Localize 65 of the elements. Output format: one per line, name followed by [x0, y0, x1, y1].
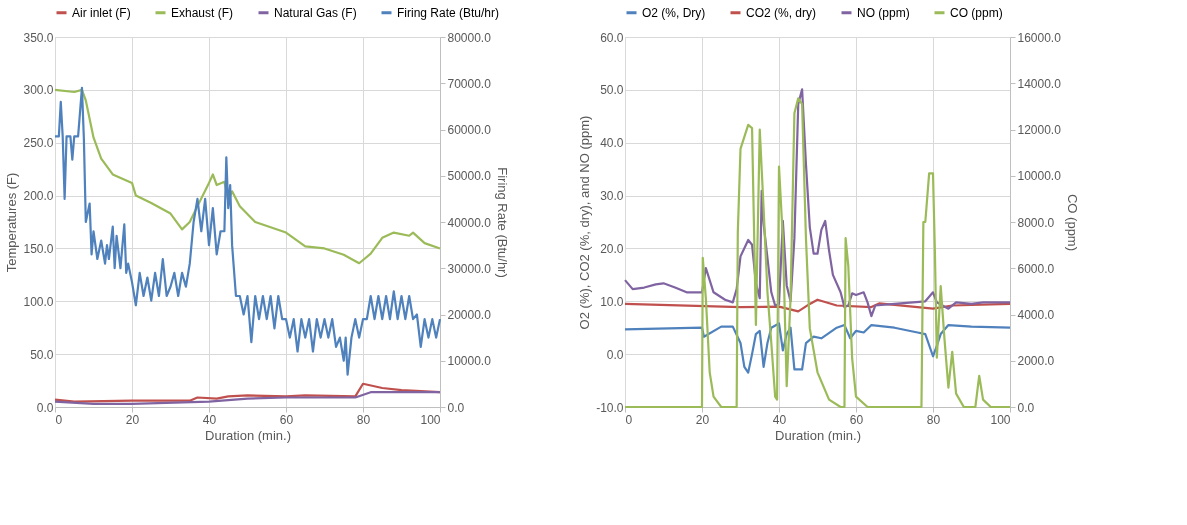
- x-tick-label: 40: [202, 412, 217, 427]
- legend-label: Natural Gas (F): [274, 5, 357, 20]
- y-tick-label: 0.0: [36, 400, 54, 415]
- y-tick-label: 10.0: [600, 294, 624, 309]
- x-axis-title: Duration (min.): [205, 427, 291, 443]
- legend-label: NO (ppm): [857, 5, 910, 20]
- x-tick-label: 40: [772, 412, 787, 427]
- y-tick-label: 0.0: [606, 347, 624, 362]
- legend-label: Air inlet (F): [72, 5, 131, 20]
- x-tick-label: 60: [279, 412, 294, 427]
- y-tick-label: 250.0: [23, 136, 54, 151]
- y2-tick-label: 10000.0: [447, 354, 492, 369]
- y2-tick-label: 30000.0: [447, 261, 492, 276]
- x-tick-label: 0: [55, 412, 63, 427]
- x-tick-label: 20: [125, 412, 140, 427]
- y-tick-label: 20.0: [600, 241, 624, 256]
- y-tick-label: -10.0: [596, 400, 624, 415]
- y-axis-title: O2 (%), CO2 (%, dry), and NO (ppm): [577, 115, 593, 330]
- y-tick-label: 350.0: [23, 30, 54, 45]
- y2-tick-label: 70000.0: [447, 76, 492, 91]
- x-tick-label: 80: [926, 412, 941, 427]
- y-tick-label: 40.0: [600, 136, 624, 151]
- x-tick-label: 0: [625, 412, 633, 427]
- y-tick-label: 60.0: [600, 30, 624, 45]
- y2-tick-label: 40000.0: [447, 215, 492, 230]
- y2-tick-label: 50000.0: [447, 169, 492, 184]
- y-tick-label: 150.0: [23, 241, 54, 256]
- y-tick-label: 30.0: [600, 189, 624, 204]
- y2-tick-label: 6000.0: [1017, 261, 1055, 276]
- legend-label: CO2 (%, dry): [746, 5, 817, 20]
- y2-axis-title: CO (ppm): [1064, 193, 1080, 252]
- line-series: [53, 88, 442, 265]
- x-tick-label: 100: [990, 412, 1011, 427]
- y2-tick-label: 60000.0: [447, 123, 492, 137]
- x-tick-label: 20: [695, 412, 710, 427]
- y2-tick-label: 0.0: [447, 400, 465, 415]
- line-series: [53, 86, 442, 376]
- y2-tick-label: 0.0: [1017, 400, 1035, 415]
- y-tick-label: 50.0: [30, 347, 54, 362]
- y2-tick-label: 8000.0: [1017, 215, 1055, 230]
- y-tick-label: 200.0: [23, 189, 54, 204]
- legend-label: CO (ppm): [950, 5, 1003, 20]
- y2-tick-label: 12000.0: [1017, 123, 1062, 137]
- line-series: [623, 298, 1012, 313]
- y2-tick-label: 4000.0: [1017, 308, 1055, 322]
- y-tick-label: 100.0: [23, 294, 54, 309]
- x-tick-label: 60: [849, 412, 864, 427]
- y-axis-title: Temperatures (F): [4, 172, 20, 273]
- x-axis-title: Duration (min.): [775, 427, 861, 443]
- legend-label: Exhaust (F): [171, 5, 234, 20]
- legend-label: Firing Rate (Btu/hr): [397, 5, 500, 20]
- y2-tick-label: 10000.0: [1017, 169, 1062, 184]
- y2-axis-title: Firing Rate (Btu/hr): [494, 167, 510, 278]
- y2-tick-label: 20000.0: [447, 308, 492, 322]
- y2-tick-label: 14000.0: [1017, 76, 1062, 91]
- y2-tick-label: 16000.0: [1017, 30, 1062, 45]
- y2-tick-label: 2000.0: [1017, 354, 1055, 369]
- x-tick-label: 100: [420, 412, 441, 427]
- y-tick-label: 300.0: [23, 83, 54, 98]
- y2-tick-label: 80000.0: [447, 30, 492, 45]
- line-series: [623, 322, 1012, 374]
- line-series: [623, 88, 1012, 318]
- legend-label: O2 (%, Dry): [642, 5, 706, 20]
- x-tick-label: 80: [356, 412, 371, 427]
- y-tick-label: 50.0: [600, 83, 624, 98]
